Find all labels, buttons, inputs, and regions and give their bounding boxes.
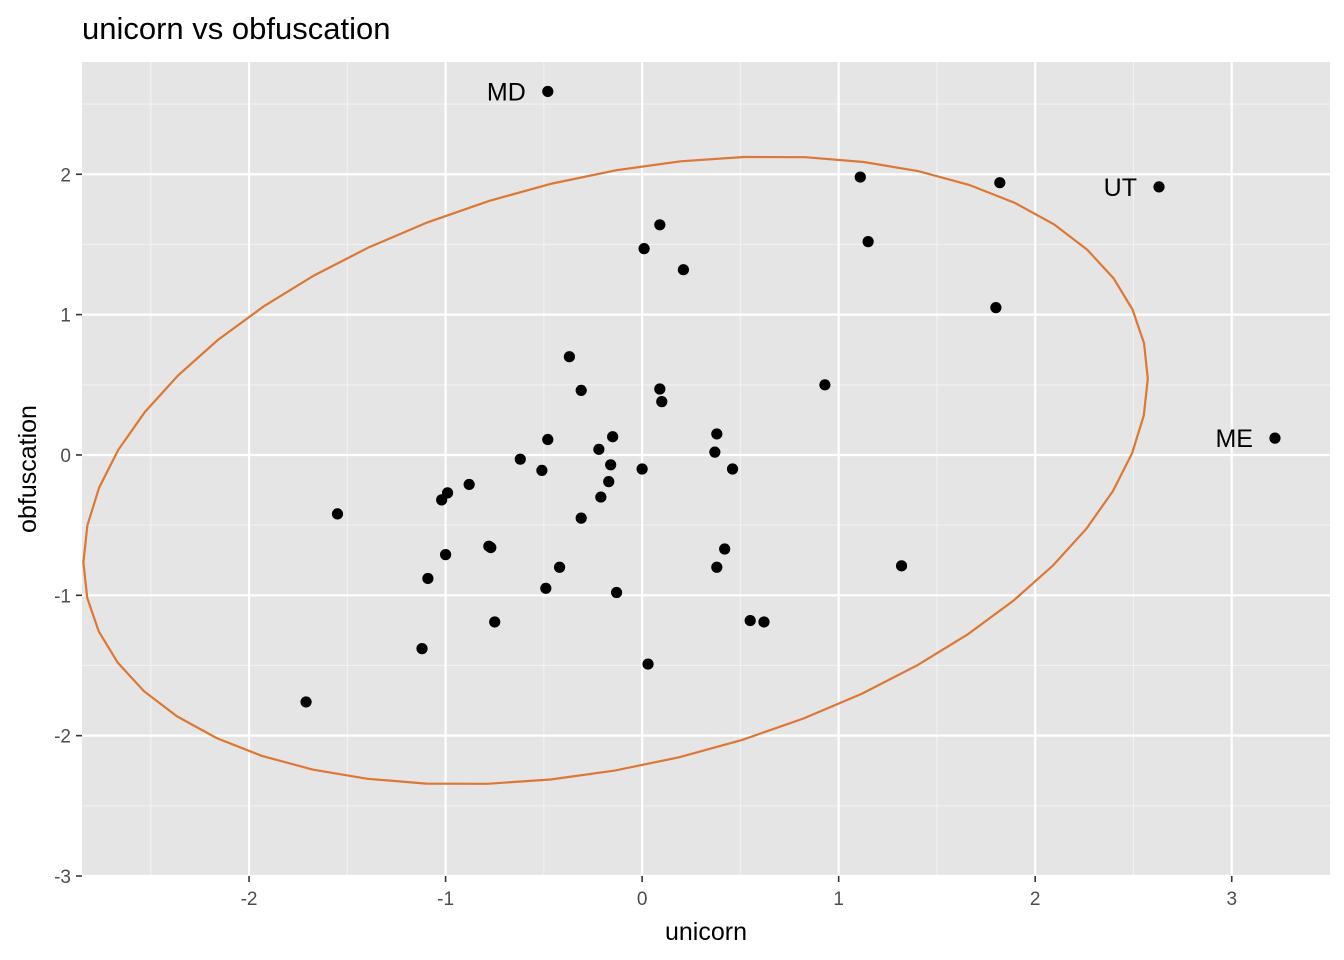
data-point	[416, 643, 428, 655]
minor-gridlines	[82, 62, 1330, 876]
x-tick-label: -1	[437, 889, 454, 910]
data-point	[654, 219, 666, 231]
confidence-ellipse	[82, 155, 1149, 785]
x-axis: -2 -1 0 1 2 3	[241, 876, 1237, 910]
data-point	[575, 512, 587, 524]
data-point	[489, 616, 501, 628]
data-point	[536, 464, 548, 477]
data-point	[605, 459, 617, 471]
data-point	[719, 543, 731, 555]
data-point	[542, 433, 554, 446]
data-point	[656, 396, 668, 408]
y-tick-label: 1	[60, 306, 71, 327]
x-tick-label: 2	[1030, 889, 1041, 910]
y-tick-label: 2	[60, 165, 71, 186]
y-tick-label: 0	[60, 446, 71, 467]
data-point	[654, 383, 666, 395]
y-axis-label: obfuscation	[14, 405, 42, 533]
data-point	[331, 508, 344, 520]
data-point	[603, 476, 615, 488]
y-tick-label: -2	[54, 727, 71, 748]
data-point	[540, 582, 552, 594]
data-point	[463, 478, 475, 491]
chart-title: unicorn vs obfuscation	[82, 11, 390, 46]
data-point	[711, 561, 723, 573]
point-label: MD	[487, 78, 526, 106]
y-tick-label: -1	[54, 586, 71, 607]
data-point	[726, 463, 739, 475]
y-tick-label: -3	[54, 867, 71, 888]
major-gridlines	[82, 62, 1330, 878]
data-point	[553, 561, 566, 573]
x-tick-label: 3	[1226, 889, 1237, 910]
data-point	[1153, 181, 1165, 193]
data-point	[819, 379, 831, 391]
data-points	[300, 85, 1281, 708]
data-point	[607, 431, 619, 443]
data-point	[994, 177, 1006, 189]
data-point	[677, 264, 689, 276]
data-point	[642, 658, 654, 670]
data-point	[593, 443, 605, 455]
data-point	[854, 171, 866, 183]
point-label: UT	[1104, 174, 1137, 202]
data-point	[439, 549, 452, 561]
data-point	[758, 616, 770, 628]
x-axis-label: unicorn	[665, 918, 747, 946]
data-point	[636, 463, 648, 475]
data-point	[542, 85, 554, 98]
data-point	[862, 236, 874, 248]
data-point	[1269, 432, 1281, 444]
data-point	[485, 541, 497, 554]
point-labels: MD UT ME	[487, 78, 1253, 453]
x-tick-label: 1	[833, 889, 844, 910]
data-point	[990, 302, 1002, 314]
x-tick-label: -2	[241, 889, 258, 910]
data-point	[563, 351, 576, 363]
data-point	[711, 428, 723, 440]
data-point	[436, 494, 448, 506]
x-tick-label: 0	[637, 889, 648, 910]
data-point	[744, 614, 756, 627]
plot-panel	[82, 62, 1330, 876]
data-point	[514, 453, 526, 465]
data-point	[595, 491, 607, 503]
y-axis: -3 -2 -1 0 1 2	[54, 165, 82, 888]
data-point	[895, 560, 908, 572]
data-point	[300, 696, 312, 708]
data-point	[575, 384, 587, 397]
data-point	[610, 586, 623, 599]
data-point	[422, 572, 434, 585]
data-point	[638, 243, 650, 255]
data-point	[709, 446, 721, 458]
point-label: ME	[1215, 425, 1253, 453]
